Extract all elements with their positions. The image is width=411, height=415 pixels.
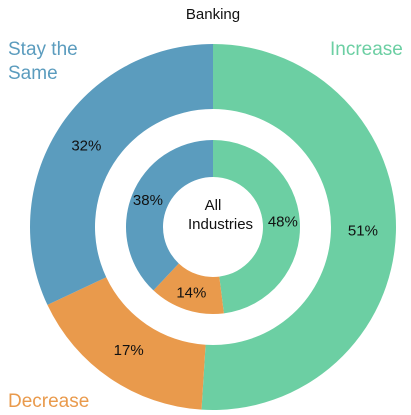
donut-segment — [213, 140, 301, 314]
value-label: 48% — [268, 214, 298, 231]
donut-segment — [30, 44, 214, 305]
value-label: 51% — [348, 223, 378, 240]
donut-segment — [126, 140, 213, 291]
value-label: 17% — [114, 342, 144, 359]
category-label: Decrease — [8, 391, 90, 412]
value-label: 14% — [176, 285, 206, 302]
chart-title: Banking — [186, 6, 240, 23]
donut-segment — [201, 44, 397, 411]
value-label: 32% — [71, 138, 101, 155]
category-label: Stay the Same — [8, 39, 78, 84]
center-label: All Industries — [188, 197, 254, 233]
category-label: Increase — [330, 39, 403, 60]
value-label: 38% — [133, 192, 163, 209]
donut-segment — [47, 277, 206, 410]
donut-segment — [153, 263, 224, 314]
